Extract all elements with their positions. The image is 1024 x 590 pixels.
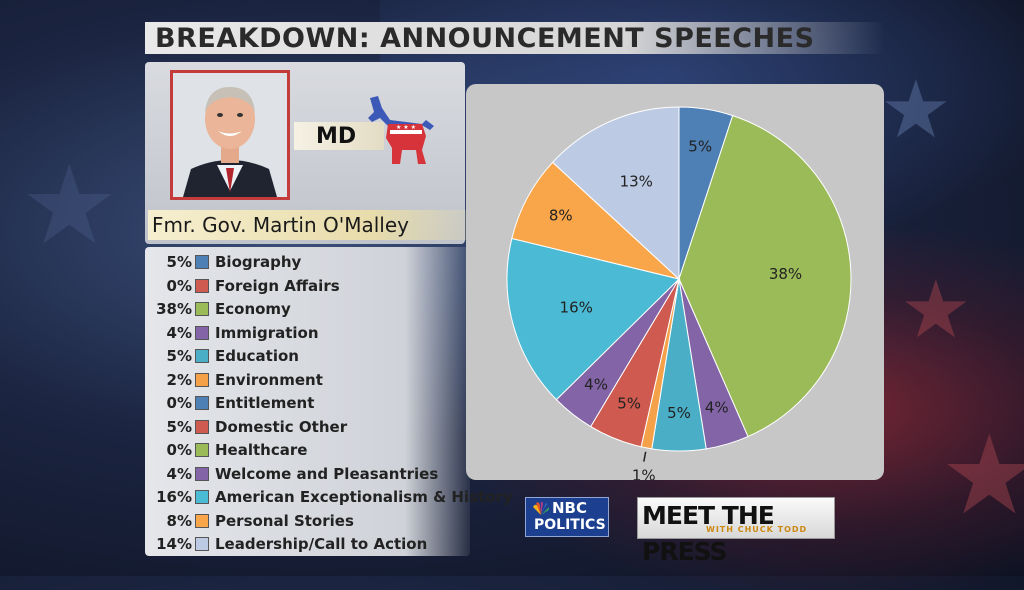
- legend-value: 0%: [166, 276, 192, 295]
- nbc-logo-text: NBC: [552, 499, 587, 517]
- state-label: MD: [316, 124, 357, 149]
- legend-item: 4% Immigration: [145, 322, 475, 344]
- svg-text:★ ★ ★: ★ ★ ★: [396, 124, 416, 131]
- pie-data-label: 1%: [632, 467, 656, 480]
- pie-data-label: 38%: [769, 265, 802, 283]
- legend-label: Entitlement: [215, 394, 315, 412]
- pie-data-label: 5%: [617, 395, 641, 413]
- legend-item: 8% Personal Stories: [145, 510, 475, 532]
- legend-label: Immigration: [215, 323, 319, 342]
- legend-label: Education: [215, 347, 299, 365]
- legend-label: Personal Stories: [215, 511, 354, 530]
- candidate-name: Fmr. Gov. Martin O'Malley: [152, 213, 409, 237]
- legend-value: 0%: [166, 394, 192, 412]
- legend-swatch: [195, 325, 209, 340]
- pie-slice: [678, 114, 852, 438]
- candidate-photo: [170, 70, 290, 200]
- legend-swatch: [195, 466, 209, 481]
- legend-swatch: [195, 419, 209, 434]
- legend-value: 14%: [156, 535, 192, 553]
- mtp-logo-subtext: WITH CHUCK TODD: [706, 525, 808, 534]
- pie-data-label: 5%: [688, 138, 712, 156]
- nbc-politics-logo: NBC POLITICS: [525, 497, 609, 537]
- legend-item: 0% Foreign Affairs: [145, 275, 475, 297]
- legend-label: Healthcare: [215, 441, 308, 459]
- legend-swatch: [195, 349, 209, 363]
- legend-label: American Exceptionalism & History: [215, 488, 513, 506]
- pie-data-label: 8%: [549, 207, 573, 225]
- state-tag: MD: [294, 122, 384, 150]
- legend-label: Welcome and Pleasantries: [215, 464, 439, 483]
- meet-the-press-logo: MEET THE PRESS WITH CHUCK TODD: [637, 497, 835, 566]
- legend-item: 14% Leadership/Call to Action: [145, 533, 475, 555]
- peacock-icon: [533, 501, 549, 515]
- legend-value: 4%: [166, 323, 192, 342]
- legend-item: 5% Biography: [145, 251, 475, 273]
- pie-slice: [551, 106, 680, 281]
- legend-label: Foreign Affairs: [215, 276, 340, 295]
- pie-data-label: 4%: [584, 375, 608, 393]
- legend-item: 2% Environment: [145, 369, 475, 391]
- pie-data-label: 13%: [620, 172, 653, 190]
- legend-label: Environment: [215, 370, 323, 389]
- legend-value: 0%: [166, 441, 192, 459]
- legend-label: Biography: [215, 253, 302, 271]
- legend-swatch: [195, 443, 209, 457]
- star-decoration: ★: [940, 411, 1024, 539]
- legend-item: 5% Education: [145, 345, 475, 367]
- star-decoration: ★: [20, 141, 119, 269]
- legend-item: 5% Domestic Other: [145, 416, 475, 438]
- legend-swatch: [195, 396, 209, 410]
- legend-label: Domestic Other: [215, 417, 348, 436]
- pie-data-label: 5%: [667, 404, 691, 422]
- star-decoration: ★: [880, 63, 952, 156]
- legend-swatch: [195, 278, 209, 293]
- star-decoration: ★: [900, 263, 972, 356]
- legend-value: 5%: [166, 253, 192, 271]
- politics-logo-text: POLITICS: [534, 517, 606, 533]
- democrat-donkey-icon: ★ ★ ★: [368, 96, 434, 164]
- legend-item: 38% Economy: [145, 298, 475, 320]
- legend-value: 5%: [166, 417, 192, 436]
- chart-panel: 5% 38% 4% 5% 1% 5% 4% 16% 8% 13%: [466, 84, 884, 480]
- mtp-logo-text: MEET THE PRESS: [642, 501, 775, 566]
- legend-value: 8%: [166, 511, 192, 530]
- legend-swatch: [195, 302, 209, 316]
- legend-swatch: [195, 490, 209, 504]
- candidate-name-bar: Fmr. Gov. Martin O'Malley: [148, 210, 468, 240]
- legend-swatch: [195, 537, 209, 551]
- title-bar: BREAKDOWN: ANNOUNCEMENT SPEECHES: [145, 22, 885, 54]
- pie-label-leader: [643, 451, 647, 462]
- pie-data-label: 16%: [560, 298, 593, 316]
- legend-item: 16% American Exceptionalism & History: [145, 486, 513, 508]
- legend-label: Leadership/Call to Action: [215, 535, 428, 553]
- legend-label: Economy: [215, 300, 291, 318]
- legend-value: 2%: [166, 370, 192, 389]
- legend-value: 4%: [166, 464, 192, 483]
- legend-item: 0% Healthcare: [145, 439, 475, 461]
- pie-data-label: 4%: [705, 399, 729, 417]
- page-title: BREAKDOWN: ANNOUNCEMENT SPEECHES: [155, 23, 815, 54]
- legend-item: 4% Welcome and Pleasantries: [145, 463, 475, 485]
- pie-chart: 5% 38% 4% 5% 1% 5% 4% 16% 8% 13%: [506, 106, 852, 480]
- legend-swatch: [195, 372, 209, 387]
- legend-swatch: [195, 255, 209, 269]
- legend-item: 0% Entitlement: [145, 392, 475, 414]
- legend-swatch: [195, 513, 209, 528]
- legend-value: 16%: [156, 488, 192, 506]
- legend-value: 38%: [156, 300, 192, 318]
- legend-value: 5%: [166, 347, 192, 365]
- pie-slice: [506, 237, 680, 401]
